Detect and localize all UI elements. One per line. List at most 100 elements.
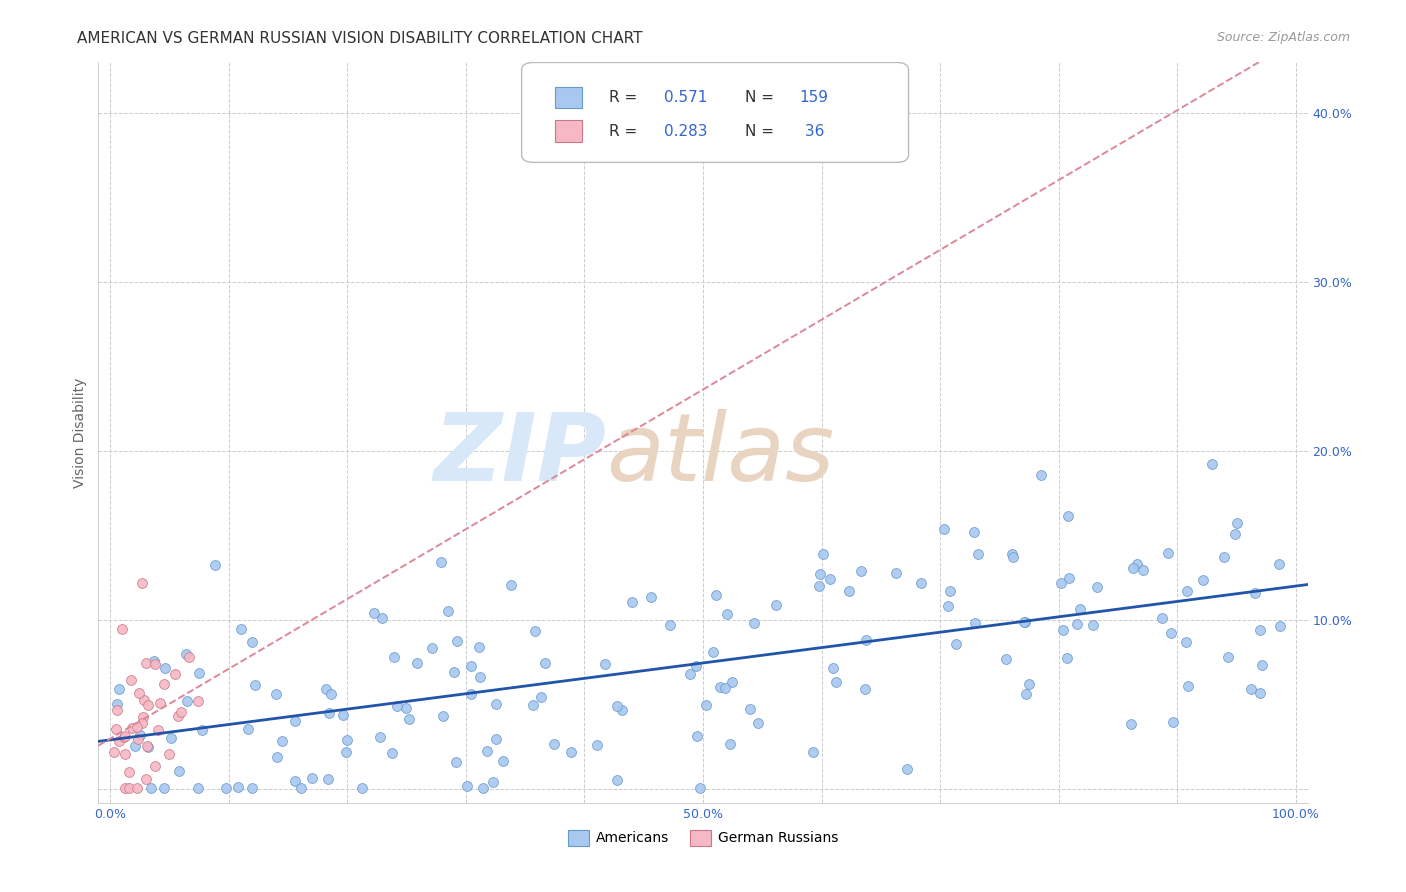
Y-axis label: Vision Disability: Vision Disability	[73, 377, 87, 488]
Point	[896, 762, 918, 776]
Point	[127, 731, 149, 746]
Point	[236, 722, 259, 736]
Point	[420, 641, 443, 656]
Point	[1270, 619, 1292, 633]
Point	[1052, 624, 1074, 638]
Point	[134, 693, 156, 707]
Point	[765, 598, 787, 612]
Point	[1157, 546, 1180, 560]
Point	[118, 764, 141, 779]
Point	[165, 667, 187, 681]
Point	[1244, 586, 1267, 600]
Point	[938, 583, 960, 598]
Point	[429, 555, 451, 569]
Point	[1119, 716, 1142, 731]
Text: R =: R =	[609, 90, 637, 104]
Point	[1029, 468, 1052, 483]
Point	[1216, 649, 1239, 664]
Point	[1012, 615, 1035, 629]
Point	[114, 747, 136, 761]
Point	[1050, 576, 1073, 591]
Point	[446, 634, 468, 648]
Point	[432, 708, 454, 723]
FancyBboxPatch shape	[555, 120, 582, 142]
Point	[801, 745, 824, 759]
Point	[264, 687, 287, 701]
Point	[398, 712, 420, 726]
Point	[335, 745, 357, 759]
Point	[1057, 571, 1080, 585]
Point	[963, 525, 986, 540]
Point	[108, 733, 131, 747]
Point	[135, 656, 157, 670]
Point	[128, 686, 150, 700]
Point	[121, 722, 143, 736]
Point	[468, 640, 491, 654]
Point	[1240, 681, 1263, 696]
Point	[143, 758, 166, 772]
Point	[811, 548, 834, 562]
Point	[606, 773, 628, 788]
Point	[114, 729, 136, 743]
Point	[468, 670, 491, 684]
Point	[174, 647, 197, 661]
Point	[153, 780, 176, 795]
Point	[530, 690, 553, 704]
Point	[477, 744, 499, 758]
Point	[290, 780, 312, 795]
Point	[456, 779, 478, 793]
Point	[160, 731, 183, 745]
Text: AMERICAN VS GERMAN RUSSIAN VISION DISABILITY CORRELATION CHART: AMERICAN VS GERMAN RUSSIAN VISION DISABI…	[77, 31, 643, 46]
Point	[1251, 657, 1274, 672]
Point	[332, 707, 354, 722]
Point	[721, 675, 744, 690]
Point	[1177, 679, 1199, 693]
Point	[117, 780, 139, 795]
Point	[131, 715, 153, 730]
Point	[145, 657, 167, 671]
Point	[1213, 549, 1236, 564]
Point	[965, 616, 987, 631]
Point	[134, 772, 156, 786]
Point	[1267, 558, 1289, 572]
Point	[107, 682, 129, 697]
Point	[1014, 615, 1036, 629]
Point	[111, 622, 134, 636]
Point	[132, 710, 155, 724]
Point	[381, 746, 404, 760]
Point	[499, 577, 522, 591]
Point	[1175, 635, 1198, 649]
Point	[215, 780, 238, 795]
Point	[284, 714, 307, 729]
Text: Source: ZipAtlas.com: Source: ZipAtlas.com	[1216, 31, 1350, 45]
Point	[685, 658, 707, 673]
Point	[443, 665, 465, 680]
Point	[485, 697, 508, 711]
Point	[406, 656, 429, 670]
Point	[187, 694, 209, 708]
Point	[855, 632, 877, 647]
Point	[849, 564, 872, 578]
Point	[370, 611, 392, 625]
Point	[853, 682, 876, 697]
Point	[229, 622, 252, 636]
Point	[149, 696, 172, 710]
Legend: Americans, German Russians: Americans, German Russians	[562, 824, 844, 851]
Point	[127, 780, 149, 795]
Point	[932, 522, 955, 536]
Point	[243, 678, 266, 692]
Point	[718, 738, 741, 752]
Point	[315, 681, 337, 696]
Point	[157, 747, 180, 761]
Point	[606, 699, 628, 714]
Point	[127, 721, 149, 735]
Text: N =: N =	[745, 124, 775, 139]
Point	[1057, 508, 1080, 523]
Point	[167, 764, 190, 779]
Point	[679, 666, 702, 681]
Point	[482, 774, 505, 789]
Point	[170, 706, 193, 720]
Point	[967, 547, 990, 561]
Point	[593, 657, 616, 672]
Text: 0.571: 0.571	[664, 90, 707, 104]
